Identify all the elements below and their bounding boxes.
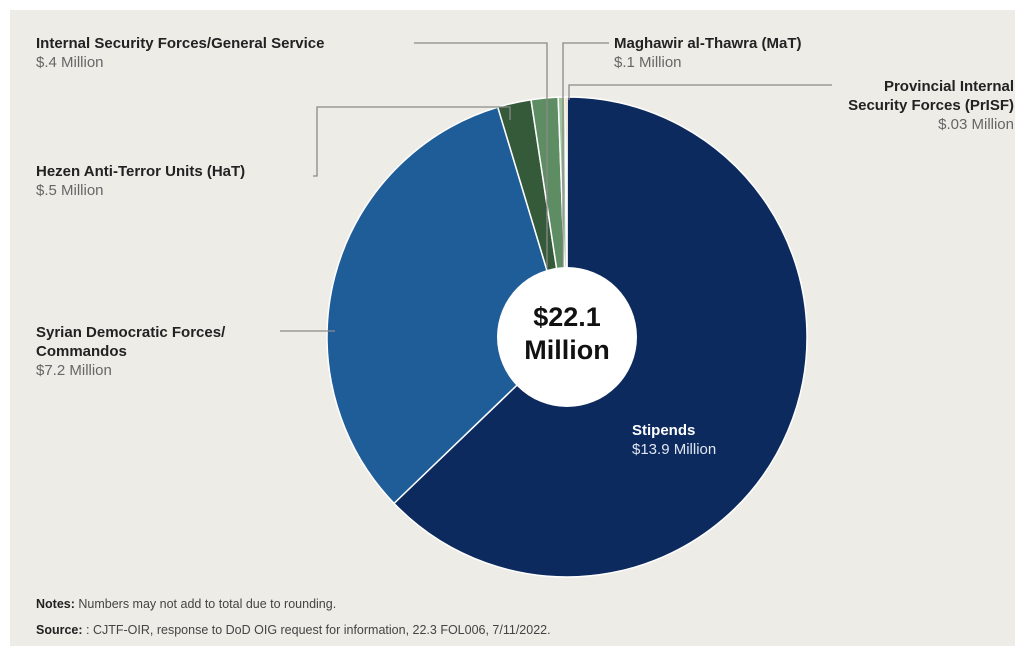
source-line: Source: : CJTF-OIR, response to DoD OIG … xyxy=(36,623,551,637)
chart-frame: Internal Security Forces/General Service… xyxy=(10,10,1015,646)
slice-name: Provincial Internal Security Forces (PrI… xyxy=(848,78,1014,114)
slice-label-mat: Maghawir al-Thawra (MaT) $.1 Million xyxy=(614,34,802,72)
slice-name: Hezen Anti-Terror Units (HaT) xyxy=(36,163,246,180)
leader-line-mat xyxy=(562,42,609,268)
slice-name: Syrian Democratic Forces/ Commandos xyxy=(36,324,226,360)
slice-label-isf: Internal Security Forces/General Service… xyxy=(36,34,324,72)
center-unit: Million xyxy=(524,335,610,365)
slice-value: $.5 Million xyxy=(36,182,104,199)
notes-text: Numbers may not add to total due to roun… xyxy=(74,597,337,611)
slice-value: $.4 Million xyxy=(36,54,104,71)
slice-name: Stipends xyxy=(632,422,696,439)
source-label: Source: xyxy=(36,623,83,637)
leader-line-prisf xyxy=(568,84,832,100)
pie-chart xyxy=(280,42,832,578)
pie-slice-1 xyxy=(326,106,568,505)
slice-value: $7.2 Million xyxy=(36,362,112,379)
slice-name: Internal Security Forces/General Service xyxy=(36,35,325,52)
slice-value: $.03 Million xyxy=(938,116,1014,133)
source-text: : CJTF-OIR, response to DoD OIG request … xyxy=(82,623,551,637)
notes-label: Notes: xyxy=(36,597,75,611)
slice-label-sdf: Syrian Democratic Forces/ Commandos $7.2… xyxy=(36,323,286,380)
notes-line: Notes: Numbers may not add to total due … xyxy=(36,597,336,611)
slice-label-stipends: Stipends $13.9 Million xyxy=(632,421,716,459)
slice-label-hat: Hezen Anti-Terror Units (HaT) $.5 Millio… xyxy=(36,162,245,200)
slice-name: Maghawir al-Thawra (MaT) xyxy=(614,35,802,52)
leader-line-hat xyxy=(313,106,511,177)
slice-value: $.1 Million xyxy=(614,54,682,71)
slice-label-prisf: Provincial Internal Security Forces (PrI… xyxy=(836,77,1014,134)
center-amount: $22.1 xyxy=(533,302,601,332)
slice-value: $13.9 Million xyxy=(632,441,717,458)
leader-line-isf xyxy=(414,42,548,268)
donut-hole xyxy=(497,267,637,407)
donut-center-total: $22.1 Million xyxy=(500,301,634,367)
